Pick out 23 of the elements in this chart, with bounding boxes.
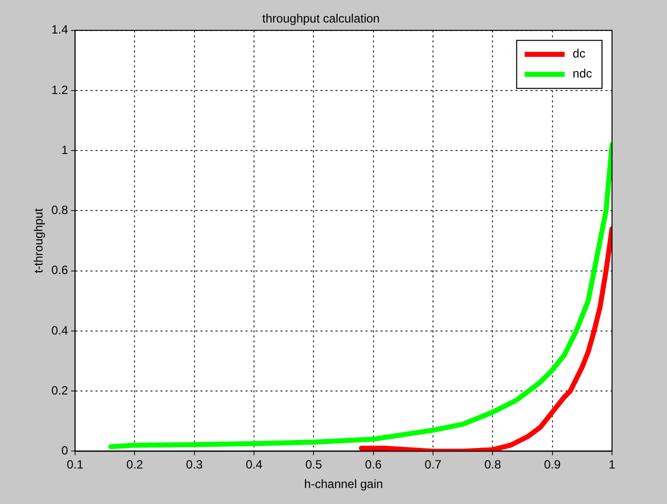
y-axis-title: t-throughput — [32, 208, 46, 274]
x-tick-label: 0.7 — [424, 458, 442, 472]
y-tick-label: 0 — [61, 444, 68, 458]
legend-label: ndc — [572, 66, 592, 81]
y-tick-label: 0.2 — [51, 383, 68, 398]
x-axis-title: h-channel gain — [304, 477, 383, 492]
y-tick-label: 0.8 — [51, 203, 68, 218]
x-tick-label: 1 — [608, 458, 616, 472]
legend-label: dc — [572, 46, 586, 61]
y-tick-label: 0.4 — [51, 323, 68, 338]
y-tick-label: 1 — [61, 142, 68, 157]
y-tick-label: 1.2 — [51, 82, 68, 97]
x-tick-label: 0.1 — [66, 458, 84, 472]
x-tick-label: 0.8 — [484, 458, 502, 472]
x-tick-label: 0.9 — [544, 458, 562, 472]
x-tick-label: 0.3 — [186, 458, 204, 472]
x-tick-label: 0.4 — [246, 458, 263, 472]
y-tick-label: 0.6 — [51, 263, 68, 278]
x-tick-label: 0.6 — [365, 458, 382, 472]
x-tick-label: 0.2 — [126, 458, 144, 472]
x-tick-label: 0.5 — [305, 458, 322, 472]
y-tick-label: 1.4 — [51, 22, 68, 37]
chart-title: throughput calculation — [262, 12, 380, 26]
